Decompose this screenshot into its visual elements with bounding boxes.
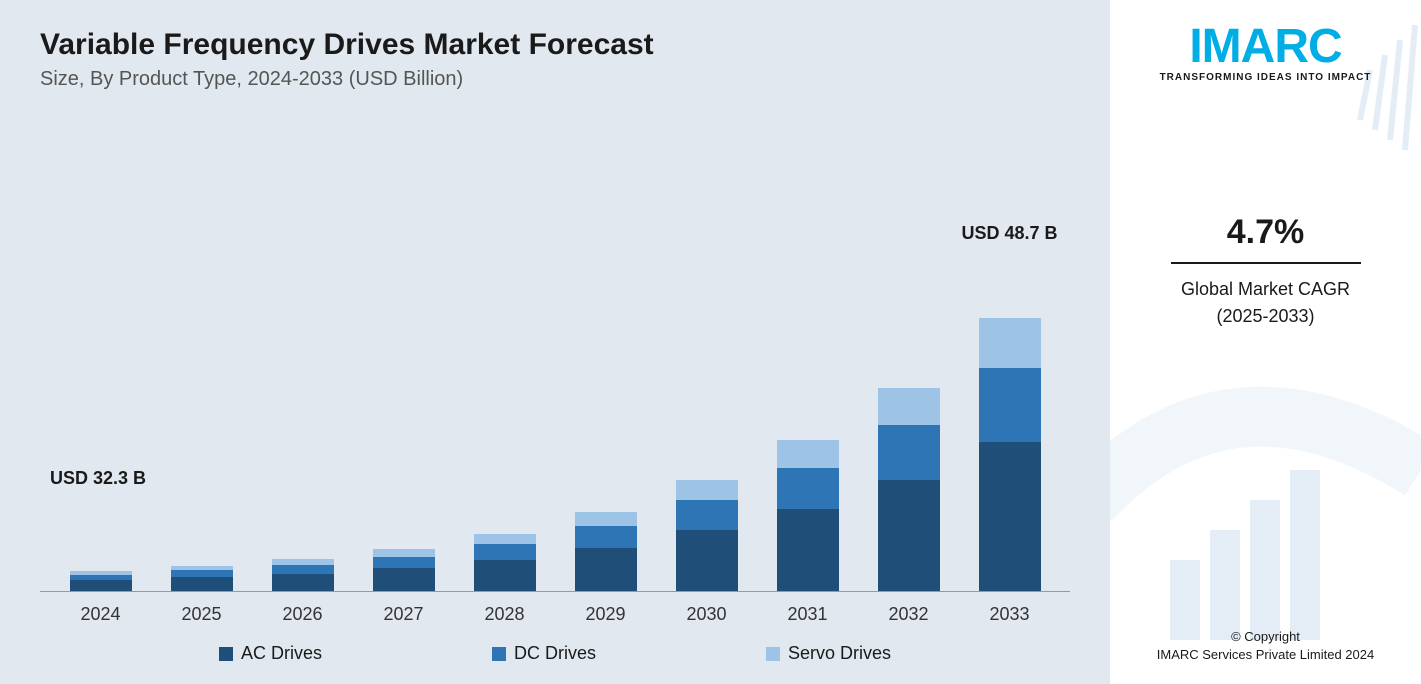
legend-swatch [219, 647, 233, 661]
x-tick-label: 2029 [555, 604, 656, 625]
bar-value-label: USD 48.7 B [961, 223, 1057, 244]
bar-segment [373, 549, 435, 557]
stacked-bar [373, 460, 435, 591]
stacked-bar [272, 477, 334, 591]
chart-legend: AC Drives DC Drives Servo Drives [40, 643, 1070, 664]
decorative-background-icon [1110, 0, 1421, 684]
bar-value-label: USD 32.3 B [50, 468, 146, 489]
legend-item: Servo Drives [766, 643, 891, 664]
stacked-bar [676, 378, 738, 591]
copyright-line2: IMARC Services Private Limited 2024 [1157, 646, 1374, 664]
bar-segment [474, 560, 536, 591]
bar-segment [777, 440, 839, 467]
x-tick-label: 2026 [252, 604, 353, 625]
bar-slot [252, 181, 353, 591]
bar-segment [575, 512, 637, 526]
bar-segment [272, 574, 334, 591]
bar-segment [171, 570, 233, 577]
bar-segment [676, 530, 738, 591]
bar-segment [575, 526, 637, 548]
chart-plot-area: USD 32.3 B USD 48.7 B [40, 101, 1070, 592]
bar-slot [858, 181, 959, 591]
x-tick-label: 2031 [757, 604, 858, 625]
bar-segment [373, 557, 435, 569]
bar-slot [656, 181, 757, 591]
stacked-bar [70, 501, 132, 591]
bar-segment [575, 548, 637, 591]
bar-slot: USD 32.3 B [50, 181, 151, 591]
side-panel: IMARC TRANSFORMING IDEAS INTO IMPACT 4.7… [1110, 0, 1421, 684]
legend-item: AC Drives [219, 643, 322, 664]
bar-segment [676, 480, 738, 500]
logo: IMARC TRANSFORMING IDEAS INTO IMPACT [1160, 25, 1372, 83]
cagr-metric: 4.7% Global Market CAGR (2025-2033) [1171, 213, 1361, 330]
bar-slot [454, 181, 555, 591]
bar-segment [272, 565, 334, 574]
x-tick-label: 2033 [959, 604, 1060, 625]
legend-swatch [492, 647, 506, 661]
stacked-bar [979, 256, 1041, 591]
x-tick-label: 2027 [353, 604, 454, 625]
bar-segment [676, 500, 738, 530]
chart-title: Variable Frequency Drives Market Forecas… [40, 28, 1070, 62]
x-tick-label: 2024 [50, 604, 151, 625]
legend-label: Servo Drives [788, 643, 891, 664]
x-tick-label: 2030 [656, 604, 757, 625]
bar-segment [70, 580, 132, 591]
stacked-bar [474, 438, 536, 591]
bar-segment [878, 425, 940, 480]
x-tick-label: 2032 [858, 604, 959, 625]
bar-segment [171, 577, 233, 591]
x-tick-label: 2028 [454, 604, 555, 625]
bar-segment [474, 534, 536, 544]
x-tick-label: 2025 [151, 604, 252, 625]
bar-slot [757, 181, 858, 591]
bar-segment [777, 468, 839, 509]
stacked-bar [575, 411, 637, 591]
bar-segment [878, 480, 940, 591]
logo-tagline: TRANSFORMING IDEAS INTO IMPACT [1160, 72, 1372, 83]
bar-segment [878, 388, 940, 425]
legend-label: AC Drives [241, 643, 322, 664]
logo-text: IMARC [1160, 25, 1372, 68]
legend-item: DC Drives [492, 643, 596, 664]
legend-label: DC Drives [514, 643, 596, 664]
bar-slot [353, 181, 454, 591]
divider [1171, 262, 1361, 264]
bar-slot [151, 181, 252, 591]
chart-panel: Variable Frequency Drives Market Forecas… [0, 0, 1110, 684]
copyright-line1: © Copyright [1157, 628, 1374, 646]
bar-segment [979, 318, 1041, 368]
bar-segment [373, 568, 435, 591]
cagr-label-line1: Global Market CAGR [1171, 276, 1361, 303]
cagr-label-line2: (2025-2033) [1171, 303, 1361, 330]
chart-x-axis: 2024202520262027202820292030203120322033 [40, 592, 1070, 625]
legend-swatch [766, 647, 780, 661]
stacked-bar [878, 302, 940, 591]
stacked-bar [777, 343, 839, 591]
bar-segment [979, 368, 1041, 442]
copyright: © Copyright IMARC Services Private Limit… [1157, 628, 1374, 664]
cagr-value: 4.7% [1171, 213, 1361, 252]
bar-slot [555, 181, 656, 591]
bar-slot: USD 48.7 B [959, 181, 1060, 591]
bar-segment [979, 442, 1041, 591]
stacked-bar [171, 489, 233, 591]
bar-segment [777, 509, 839, 591]
bar-segment [474, 544, 536, 560]
chart-subtitle: Size, By Product Type, 2024-2033 (USD Bi… [40, 68, 1070, 91]
